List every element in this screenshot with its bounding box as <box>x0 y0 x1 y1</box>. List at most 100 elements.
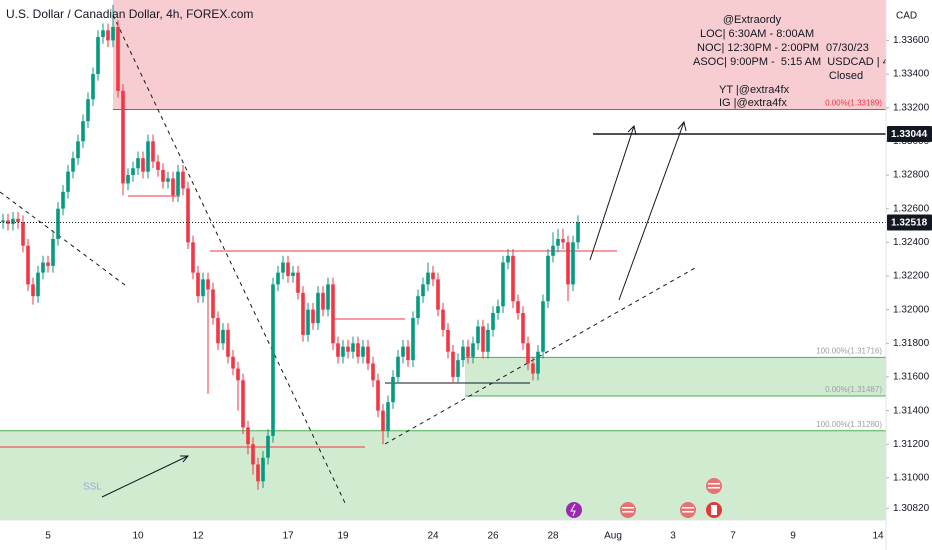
candle-body <box>36 272 40 297</box>
zone-label: 0.00%(1.33189) <box>825 99 882 108</box>
candle-body <box>356 343 360 357</box>
trend-line <box>112 14 346 504</box>
candle-body <box>541 301 545 352</box>
candle-body <box>361 346 365 357</box>
candle-body <box>496 306 500 314</box>
candle-body <box>136 158 140 169</box>
candle-body <box>111 26 115 41</box>
candle-body <box>416 296 420 319</box>
time-axis <box>0 520 886 550</box>
zone <box>113 0 886 110</box>
candle-body <box>426 272 430 285</box>
arrows <box>101 120 687 498</box>
candle-body <box>331 284 335 344</box>
candle-body <box>156 161 160 170</box>
candle-body <box>66 171 70 192</box>
candle-body <box>501 262 505 307</box>
candle-body <box>16 218 20 223</box>
zone-label: 100.00%(1.31280) <box>816 420 882 429</box>
candle-body <box>521 313 525 344</box>
candle-body <box>266 435 270 458</box>
candle-body <box>376 380 380 411</box>
candle-body <box>536 351 540 374</box>
candle-body <box>336 343 340 357</box>
info-text: NOC| 12:30PM - 2:00PM <box>697 42 819 54</box>
x-tick-label: 9 <box>790 531 796 542</box>
price-axis <box>886 0 932 550</box>
candle-body <box>326 284 330 310</box>
candle-body <box>436 279 440 310</box>
info-text: IG |@extra4fx <box>719 97 787 109</box>
flag-icon <box>620 502 636 518</box>
candle-body <box>41 262 45 273</box>
candle-body <box>286 262 290 276</box>
candle-body <box>546 255 550 302</box>
y-tick-label: 1.33400 <box>893 69 930 80</box>
candle-body <box>471 343 475 357</box>
x-tick-label: 17 <box>282 531 294 542</box>
candle-body <box>76 141 80 159</box>
price-tag-label: 1.32518 <box>891 218 928 229</box>
candle-body <box>121 90 125 184</box>
candle-body <box>531 363 535 374</box>
x-tick-label: 7 <box>730 531 736 542</box>
candle-body <box>516 301 520 314</box>
candle-body <box>456 360 460 377</box>
candle-body <box>81 121 85 142</box>
price-tag-label: 1.33044 <box>891 129 928 140</box>
y-tick-label: 1.32800 <box>893 170 930 181</box>
x-tick-label: 19 <box>337 531 349 542</box>
y-tick-label: 1.33200 <box>893 102 930 113</box>
candle-body <box>441 309 445 330</box>
candle-body <box>341 346 345 357</box>
x-tick-label: Aug <box>604 531 622 542</box>
candle-body <box>526 343 530 364</box>
candles <box>1 5 580 490</box>
candle-body <box>231 356 235 369</box>
event-icons <box>566 478 722 518</box>
candle-body <box>396 356 400 377</box>
flag-icon <box>706 478 722 494</box>
flag-icon <box>680 502 696 518</box>
candle-body <box>576 222 580 243</box>
candle-body <box>321 292 325 310</box>
candle-body <box>161 169 165 182</box>
price-tag <box>887 214 932 231</box>
candle-body <box>281 262 285 273</box>
price-tag <box>887 125 932 142</box>
candle-body <box>46 262 50 266</box>
candle-body <box>366 346 370 364</box>
arrow <box>101 455 190 498</box>
candle-body <box>141 158 145 172</box>
candle-body <box>221 329 225 344</box>
event-icon <box>566 502 582 518</box>
candle-body <box>511 255 515 302</box>
candle-body <box>491 313 495 330</box>
zone <box>465 357 886 396</box>
y-tick-label: 1.32400 <box>893 237 930 248</box>
y-tick-label: 1.30820 <box>893 503 930 514</box>
candle-body <box>466 346 470 357</box>
candle-body <box>261 457 265 482</box>
drawings <box>0 14 696 504</box>
x-tick-label: 3 <box>670 531 676 542</box>
info-text: LOC| 6:30AM - 8:00AM <box>700 28 814 40</box>
candle-body <box>61 191 65 209</box>
arrow <box>618 120 687 301</box>
candle-body <box>146 141 150 172</box>
candle-body <box>271 284 275 436</box>
overlay <box>0 133 886 223</box>
arrow <box>589 125 637 261</box>
candle-body <box>166 178 170 182</box>
flag-stripes <box>622 483 720 515</box>
candle-body <box>91 74 95 100</box>
ssl-label: SSL <box>83 482 102 493</box>
candle-body <box>486 329 490 352</box>
x-tick-label: 12 <box>192 531 204 542</box>
candle-body <box>201 279 205 297</box>
candle-body <box>506 255 510 263</box>
candle-body <box>311 309 315 324</box>
candle-body <box>446 329 450 352</box>
candle-body <box>186 188 190 243</box>
candle-body <box>101 30 105 38</box>
